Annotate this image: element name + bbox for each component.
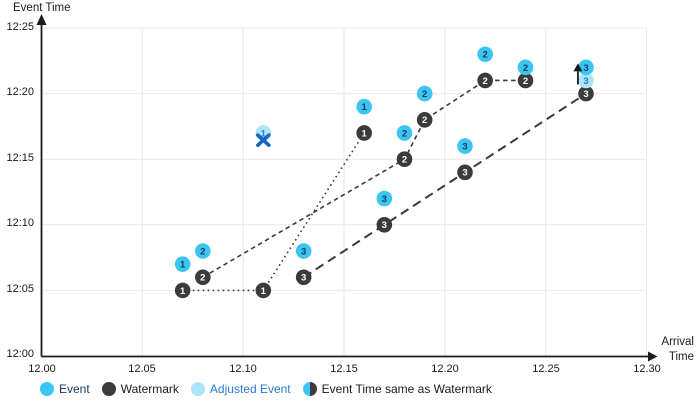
x-tick-label: 12.25 xyxy=(532,363,560,375)
watermark-marker-2 xyxy=(396,151,413,167)
event-marker-3-number: 3 xyxy=(583,63,588,74)
legend-label: Watermark xyxy=(120,382,179,396)
event-legend-icon xyxy=(40,382,54,396)
dropped-event-cross-icon xyxy=(256,133,271,147)
watermark-marker-2-number: 2 xyxy=(483,76,488,87)
adjusted-event-marker-1-number: 1 xyxy=(261,128,267,139)
watermark-marker-3 xyxy=(578,85,594,102)
event-marker-3 xyxy=(295,243,312,259)
event-marker-2-number: 2 xyxy=(422,89,427,100)
event-marker-2 xyxy=(396,125,413,141)
x-axis-title-line2: Time xyxy=(668,351,694,363)
watermark-marker-1 xyxy=(356,125,372,141)
x-tick-label: 12.20 xyxy=(431,363,459,375)
event-marker-2-number: 2 xyxy=(200,246,205,257)
adjust-up-arrow-icon xyxy=(573,63,583,72)
legend: Event Watermark Adjusted Event Event Tim… xyxy=(40,382,492,396)
y-tick-label: 12:00 xyxy=(6,348,34,360)
event-marker-2 xyxy=(517,59,534,76)
watermark-3-line xyxy=(303,92,587,279)
adjusted-event-marker-3-number: 3 xyxy=(583,76,588,87)
watermark-1-line xyxy=(182,132,365,292)
event-marker-3 xyxy=(457,138,473,154)
watermark-marker-1-number: 1 xyxy=(180,286,186,297)
watermark-marker-2 xyxy=(517,72,534,89)
watermark-marker-3 xyxy=(457,164,473,181)
event-marker-1-number: 1 xyxy=(180,260,186,271)
event-same-as-watermark-legend-icon xyxy=(302,382,317,396)
event-marker-1 xyxy=(174,256,191,272)
x-axis-arrow-icon xyxy=(648,351,658,362)
watermark-marker-3-number: 3 xyxy=(583,89,588,100)
event-marker-3-number: 3 xyxy=(382,194,387,205)
watermark-marker-2-number: 2 xyxy=(422,115,427,126)
event-marker-2 xyxy=(195,243,211,259)
y-axis-title: Event Time xyxy=(13,2,71,14)
event-marker-2-number: 2 xyxy=(523,63,528,74)
event-marker-3 xyxy=(376,190,393,207)
watermark-marker-3 xyxy=(376,217,393,233)
watermark-marker-1-number: 1 xyxy=(362,128,368,139)
event-marker-3-number: 3 xyxy=(301,246,306,257)
x-tick-label: 12.15 xyxy=(330,363,358,375)
x-axis-title: Arrival Time xyxy=(630,335,694,365)
watermark-marker-1 xyxy=(255,282,272,299)
watermark-marker-2-number: 2 xyxy=(402,155,407,166)
legend-item-event-time-same-as-watermark: Event Time same as Watermark xyxy=(302,382,492,396)
x-tick-label: 12.30 xyxy=(633,363,661,375)
event-marker-2 xyxy=(477,46,493,63)
watermark-marker-2 xyxy=(416,112,433,128)
legend-item-event: Event xyxy=(40,382,90,396)
x-axis-title-line1: Arrival xyxy=(661,336,694,348)
event-marker-2 xyxy=(416,85,433,102)
watermark-marker-3-number: 3 xyxy=(301,273,306,284)
event-marker-2-number: 2 xyxy=(402,128,407,139)
legend-label: Event xyxy=(59,382,90,396)
watermark-marker-1 xyxy=(174,282,191,299)
y-tick-label: 12:15 xyxy=(6,152,34,164)
watermark-marker-3-number: 3 xyxy=(462,168,467,179)
watermark-marker-3-number: 3 xyxy=(382,220,387,231)
y-tick-label: 12:25 xyxy=(6,21,34,33)
watermark-marker-2 xyxy=(195,269,211,286)
legend-item-watermark: Watermark xyxy=(101,382,179,396)
watermark-legend-icon xyxy=(101,382,116,396)
watermark-marker-2-number: 2 xyxy=(523,76,528,87)
event-marker-1-number: 1 xyxy=(362,102,368,113)
watermark-marker-2 xyxy=(477,72,493,89)
y-tick-label: 12:20 xyxy=(6,86,34,98)
y-tick-label: 12:05 xyxy=(6,283,34,295)
adjusted-event-legend-icon xyxy=(190,382,205,396)
watermark-2-line xyxy=(202,79,526,278)
y-axis-arrow-icon xyxy=(36,14,47,25)
legend-label: Adjusted Event xyxy=(209,382,291,396)
event-marker-1 xyxy=(356,98,372,115)
x-tick-label: 12.05 xyxy=(128,363,156,375)
event-marker-3-number: 3 xyxy=(462,141,467,152)
event-marker-2-number: 2 xyxy=(483,50,488,61)
x-tick-label: 12.10 xyxy=(229,363,257,375)
watermark-marker-3 xyxy=(295,269,312,286)
legend-label: Event Time same as Watermark xyxy=(321,382,492,396)
adjusted-event-marker-3 xyxy=(578,72,594,89)
x-tick-label: 12.00 xyxy=(28,363,56,375)
y-tick-label: 12:10 xyxy=(6,217,34,229)
watermark-marker-2-number: 2 xyxy=(200,273,205,284)
watermark-marker-1-number: 1 xyxy=(261,286,267,297)
legend-item-adjusted-event: Adjusted Event xyxy=(190,382,291,396)
